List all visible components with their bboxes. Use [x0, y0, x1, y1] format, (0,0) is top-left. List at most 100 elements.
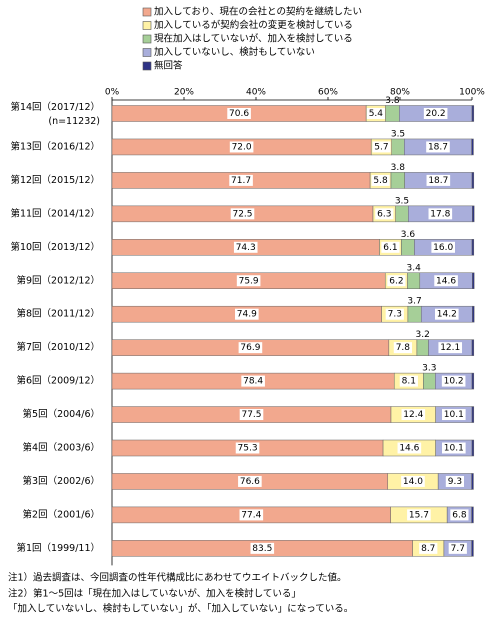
legend-label: 加入していないし、検討もしていない: [154, 46, 315, 58]
category-label: 第12回（2015/12）: [10, 174, 100, 186]
x-tick-label: 40%: [246, 88, 266, 98]
label-bg: [450, 509, 469, 521]
label-bg: [238, 342, 263, 354]
data-label: 3.2: [416, 330, 430, 340]
label-bg: [407, 509, 431, 521]
category-label: 第3回（2002/6）: [23, 475, 100, 487]
data-label: 8.1: [402, 377, 416, 387]
label-bg: [401, 409, 426, 421]
note: 注2）第1～5回は「現在加入はしていないが、加入を検討している」: [8, 588, 301, 600]
data-label: 6.1: [383, 243, 397, 253]
category-label: 第11回（2014/12）: [10, 207, 100, 219]
data-label: 74.9: [237, 310, 257, 320]
data-label: 16.0: [433, 243, 453, 253]
legend-label: 加入しているが契約会社の変更を検討している: [154, 19, 353, 31]
category-label: 第4回（2003/6）: [23, 442, 100, 454]
data-label: 14.2: [437, 310, 457, 320]
bar-segment: [407, 272, 421, 289]
label-bg: [445, 475, 464, 487]
label-bg: [375, 208, 394, 220]
x-tick-label: 20%: [174, 88, 194, 98]
bar-segment: [471, 372, 475, 390]
bar-segment: [471, 439, 475, 457]
data-label: 76.6: [240, 477, 260, 487]
label-bg: [241, 375, 265, 387]
bar-segment: [471, 406, 475, 423]
data-label: 70.6: [229, 109, 249, 119]
label-bg: [442, 409, 466, 421]
label-bg: [441, 375, 466, 387]
x-tick-label: 80%: [390, 88, 410, 98]
bar-segment: [416, 339, 429, 356]
data-label: 14.6: [436, 276, 456, 286]
bar-segment: [395, 205, 409, 223]
bar-segment: [471, 138, 474, 156]
bar-segment: [471, 506, 474, 524]
label-bg: [238, 475, 262, 487]
bar-segment: [471, 239, 475, 256]
bar-segment: [385, 105, 400, 122]
label-bg: [426, 141, 450, 153]
legend-swatch: [142, 61, 152, 71]
label-bg: [385, 308, 404, 320]
category-label: 第9回（2012/12）: [16, 274, 100, 286]
bar-segment: [471, 473, 474, 490]
label-bg: [235, 442, 260, 454]
data-label: 7.3: [388, 310, 402, 320]
data-label: 8.7: [421, 544, 435, 554]
label-bg: [381, 241, 400, 253]
data-label: 77.5: [241, 410, 261, 420]
category-label: 第7回（2010/12）: [16, 341, 100, 353]
bar-segment: [471, 105, 475, 122]
label-bg: [372, 141, 391, 153]
label-bg: [387, 275, 406, 287]
legend-label: 無回答: [154, 60, 183, 72]
data-label: 10.1: [444, 410, 464, 420]
label-bg: [426, 174, 451, 186]
legend-label: 現在加入はしていないが、加入を検討している: [154, 33, 353, 45]
category-label: 第2回（2001/6）: [23, 508, 100, 520]
data-label: 14.6: [399, 444, 419, 454]
label-bg: [438, 342, 463, 354]
category-label: 第1回（1999/11）: [16, 542, 100, 554]
label-bg: [239, 409, 264, 421]
data-label: 3.8: [391, 163, 406, 173]
category-label: 第14回（2017/12）: [10, 101, 100, 113]
data-label: 6.8: [452, 510, 467, 520]
legend-label: 加入しており、現在の会社との契約を継続したい: [154, 6, 362, 18]
data-label: 3.3: [422, 364, 436, 374]
label-bg: [423, 108, 448, 119]
legend-swatch: [142, 48, 152, 57]
label-bg: [401, 475, 425, 487]
data-label: 18.7: [428, 142, 448, 152]
data-label: 78.4: [243, 377, 263, 387]
label-bg: [442, 442, 466, 454]
label-bg: [250, 542, 275, 554]
data-label: 7.8: [396, 343, 411, 353]
data-label: 72.0: [232, 142, 252, 152]
data-label: 3.7: [407, 297, 421, 307]
label-bg: [230, 208, 255, 220]
x-tick-label: 0%: [105, 88, 120, 98]
label-bg: [397, 442, 422, 454]
bar-segment: [472, 205, 475, 223]
legend-swatch: [142, 7, 152, 17]
data-label: 12.1: [440, 343, 460, 353]
bar-segment: [407, 305, 422, 323]
x-tick-label: 100%: [459, 88, 485, 98]
note: 注1）過去調査は、今回調査の性年代構成比にあわせてウエイトバックした値。: [8, 572, 347, 584]
label-bg: [366, 108, 385, 119]
legend-swatch: [142, 34, 152, 44]
category-label: 第8回（2011/12）: [16, 308, 100, 320]
data-label: 3.4: [407, 263, 422, 273]
data-label: 6.3: [377, 209, 391, 219]
category-label: 第6回（2009/12）: [16, 375, 100, 387]
label-bg: [236, 275, 261, 287]
label-bg: [233, 241, 258, 253]
data-label: 9.3: [448, 477, 462, 487]
data-label: 3.5: [395, 196, 409, 206]
data-label: 18.7: [428, 176, 448, 186]
data-label: 7.7: [451, 544, 465, 554]
bar-segment: [471, 339, 475, 356]
